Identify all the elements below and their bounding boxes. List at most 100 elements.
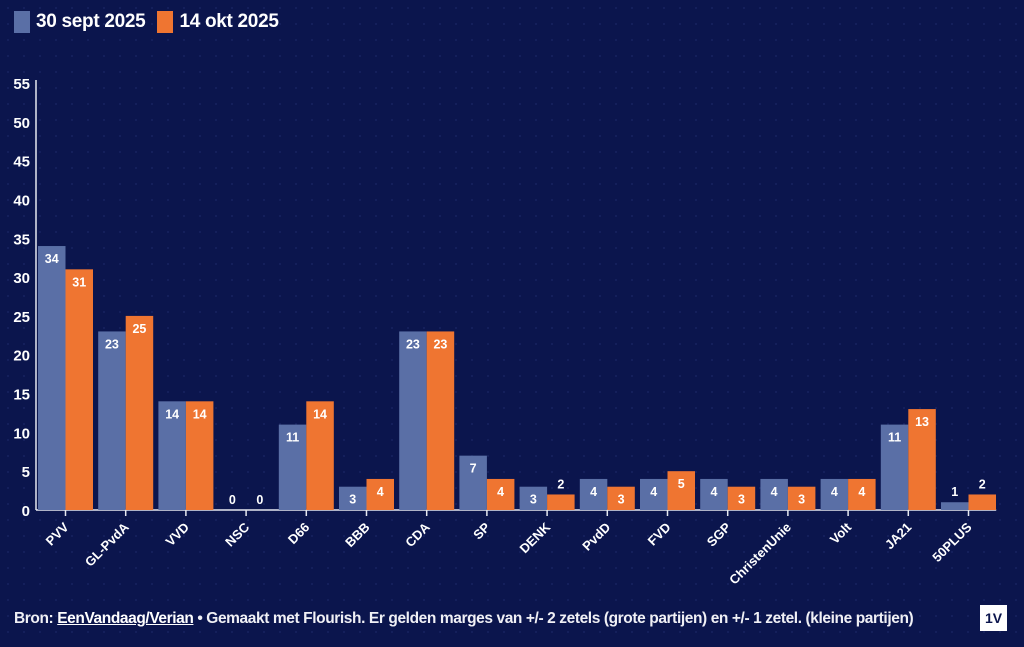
data-label: 31 [72,275,86,289]
y-tick-label: 0 [22,503,30,520]
legend-item-series-1[interactable]: 14 okt 2025 [157,11,279,33]
bar-vvd-series-1 [185,401,214,510]
bar-sgp-series-1 [727,486,756,510]
bar-ja21-series-1 [908,409,936,510]
data-label: 4 [497,485,504,499]
bar-denk-series-1 [547,494,575,510]
legend-label-series-1: 14 okt 2025 [179,11,279,32]
bar-50plus-series-1 [968,494,996,510]
footer-note: • Gemaakt met Flourish. Er gelden marges… [193,610,914,627]
bar-bbb-series-1 [366,478,394,510]
data-label: 11 [286,431,299,445]
bar-pvdd-series-0 [579,478,608,510]
data-label: 25 [132,322,146,336]
x-tick-label: SGP [704,519,734,549]
x-tick-label: DENK [517,519,554,556]
y-tick-label: 10 [13,425,30,442]
chart-footer: Bron: EenVandaag/Verian • Gemaakt met Fl… [14,610,914,628]
chart-legend: 30 sept 2025 14 okt 2025 [14,11,291,33]
data-label: 0 [256,493,263,507]
bar-sgp-series-0 [700,478,728,510]
data-label: 0 [229,493,236,507]
data-label: 3 [530,493,537,507]
y-tick-label: 25 [13,309,30,326]
data-label: 4 [377,485,384,499]
bar-d66-series-0 [278,424,307,510]
data-label: 11 [888,431,901,445]
bar-denk-series-0 [519,486,548,510]
data-label: 3 [349,493,356,507]
bar-christenunie-series-0 [760,478,788,510]
data-label: 34 [45,252,59,266]
bar-pvdd-series-1 [607,486,635,510]
x-tick-label: FVD [645,520,674,549]
data-label: 23 [406,337,420,351]
data-label: 4 [771,485,778,499]
y-tick-label: 50 [13,115,30,132]
data-label: 2 [979,477,986,491]
x-tick-label: GL-PvdA [82,519,132,569]
x-tick-label: SP [470,519,493,542]
x-tick-label: JA21 [882,520,915,553]
x-tick-label: VVD [163,520,193,550]
bar-pvv-series-1 [65,269,93,510]
data-label: 4 [831,485,838,499]
bar-sp-series-0 [459,455,487,510]
x-tick-label: NSC [222,519,252,549]
data-label: 3 [738,493,745,507]
x-tick-label: 50PLUS [929,519,975,565]
y-tick-label: 5 [22,464,30,481]
bar-gl-pvda-series-0 [98,331,126,510]
data-label: 14 [165,407,179,421]
bar-cda-series-1 [426,331,455,510]
bar-pvv-series-0 [38,246,66,510]
data-label: 4 [858,485,865,499]
data-label: 1 [951,485,958,499]
source-link[interactable]: EenVandaag/Verian [57,610,194,627]
legend-item-series-0[interactable]: 30 sept 2025 [14,11,146,33]
bar-sp-series-1 [486,478,515,510]
bar-bbb-series-0 [339,486,367,510]
legend-swatch-series-0 [14,11,30,33]
data-label: 13 [915,415,929,429]
y-tick-label: 45 [13,154,30,171]
data-label: 14 [313,407,327,421]
footer-prefix: Bron: [14,610,58,627]
data-label: 23 [105,337,119,351]
legend-swatch-series-1 [157,11,174,33]
data-label: 5 [678,477,685,491]
bar-volt-series-1 [848,478,876,510]
eenvandaag-logo: 1V [980,605,1007,631]
y-tick-label: 40 [13,192,30,209]
bar-volt-series-0 [820,478,849,510]
y-tick-label: 35 [13,231,30,248]
data-label: 14 [193,407,207,421]
x-tick-label: ChristenUnie [726,520,794,588]
x-tick-label: PVV [43,519,72,548]
y-tick-label: 55 [13,76,30,93]
y-tick-label: 30 [13,270,30,287]
bar-fvd-series-1 [667,471,695,510]
data-label: 23 [433,337,447,351]
x-tick-label: BBB [342,520,373,551]
y-tick-label: 20 [13,348,30,365]
legend-label-series-0: 30 sept 2025 [36,11,146,32]
bar-ja21-series-0 [880,424,909,510]
data-label: 3 [618,493,625,507]
x-tick-label: CDA [402,519,433,550]
bar-d66-series-1 [306,401,334,510]
x-tick-label: Volt [827,519,855,547]
data-label: 4 [650,485,657,499]
data-label: 3 [798,493,805,507]
data-label: 4 [590,485,597,499]
y-tick-label: 15 [13,387,30,404]
bar-vvd-series-0 [158,401,186,510]
bar-gl-pvda-series-1 [125,315,154,510]
data-label: 4 [710,485,717,499]
x-tick-label: D66 [285,520,312,547]
bar-cda-series-0 [399,331,427,510]
data-label: 2 [557,477,564,491]
data-label: 7 [470,462,477,476]
bar-fvd-series-0 [640,478,668,510]
bar-50plus-series-0 [941,502,969,510]
